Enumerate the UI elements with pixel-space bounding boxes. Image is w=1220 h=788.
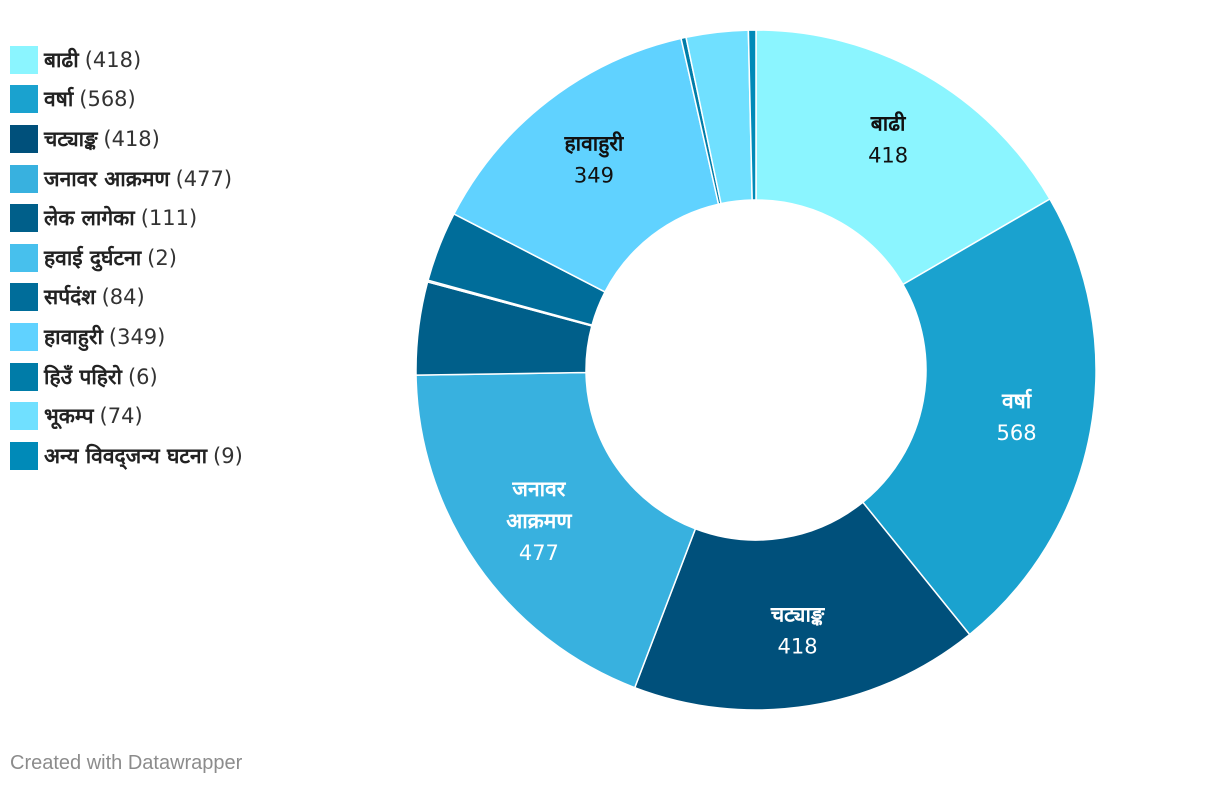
legend-swatch bbox=[10, 204, 38, 233]
legend: बाढी (418) वर्षा (568) चट्याङ्क (418) जनावर आक… bbox=[10, 40, 243, 476]
legend-swatch bbox=[10, 322, 38, 351]
slice-label: चट्याङ्क bbox=[770, 603, 826, 627]
legend-item: हावाहुरी (349) bbox=[10, 317, 243, 357]
slice-label: वर्षा bbox=[1001, 388, 1033, 413]
legend-value: (84) bbox=[101, 285, 145, 310]
legend-item: वर्षा (568) bbox=[10, 80, 243, 120]
legend-value: (418) bbox=[84, 47, 142, 72]
donut-slice bbox=[747, 29, 757, 201]
donut-slice bbox=[861, 197, 1097, 636]
slice-value-label: 568 bbox=[997, 421, 1037, 445]
legend-item: लेक लागेका (111) bbox=[10, 198, 243, 238]
legend-swatch bbox=[10, 283, 38, 312]
legend-value: (6) bbox=[127, 364, 158, 389]
slice-label: बाढी bbox=[870, 110, 907, 135]
legend-label: चट्याङ्क bbox=[44, 126, 98, 151]
legend-item: जनावर आक्रमण (477) bbox=[10, 159, 243, 199]
donut-slice bbox=[633, 501, 971, 711]
datawrapper-credit[interactable]: Created with Datawrapper bbox=[10, 752, 243, 774]
legend-swatch bbox=[10, 243, 38, 272]
legend-value: (477) bbox=[175, 166, 233, 191]
legend-swatch bbox=[10, 441, 38, 470]
legend-value: (74) bbox=[99, 404, 143, 429]
legend-swatch bbox=[10, 164, 38, 193]
slice-label: हावाहुरी bbox=[563, 130, 624, 158]
legend-value: (568) bbox=[79, 87, 136, 112]
legend-value: (111) bbox=[140, 206, 198, 231]
legend-item: भूकम्प (74) bbox=[10, 396, 243, 436]
legend-label: सर्पदंश bbox=[44, 285, 96, 310]
legend-label: अन्य विवद्जन्य घटना bbox=[44, 443, 208, 468]
legend-label: हिउँ पहिरो bbox=[44, 364, 122, 389]
legend-item: सर्पदंश (84) bbox=[10, 278, 243, 318]
slice-label: आक्रमण bbox=[506, 509, 572, 533]
legend-swatch bbox=[10, 124, 38, 153]
legend-label: लेक लागेका bbox=[44, 206, 135, 231]
donut-slice bbox=[415, 371, 697, 689]
legend-label: जनावर आक्रमण bbox=[44, 166, 170, 191]
legend-item: बाढी (418) bbox=[10, 40, 243, 80]
donut-slice bbox=[452, 37, 720, 293]
legend-item: चट्याङ्क (418) bbox=[10, 119, 243, 159]
legend-label: हवाई दुर्घटना bbox=[44, 245, 142, 270]
slice-value-label: 418 bbox=[777, 635, 817, 659]
legend-value: (349) bbox=[108, 324, 166, 349]
legend-swatch bbox=[10, 45, 38, 74]
legend-value: (2) bbox=[147, 245, 177, 270]
legend-label: भूकम्प bbox=[44, 404, 94, 429]
donut-slice bbox=[755, 29, 1051, 286]
legend-item: हिउँ पहिरो (6) bbox=[10, 357, 243, 397]
legend-item: हवाई दुर्घटना (2) bbox=[10, 238, 243, 278]
legend-label: हावाहुरी bbox=[44, 324, 103, 349]
slice-label: जनावर bbox=[511, 477, 566, 501]
legend-swatch bbox=[10, 362, 38, 391]
slice-value-label: 349 bbox=[574, 163, 614, 187]
slice-value-label: 477 bbox=[519, 541, 559, 565]
slice-value-label: 418 bbox=[868, 143, 908, 167]
legend-item: अन्य विवद्जन्य घटना (9) bbox=[10, 436, 243, 476]
legend-label: वर्षा bbox=[44, 87, 74, 112]
legend-swatch bbox=[10, 402, 38, 431]
legend-value: (9) bbox=[213, 443, 243, 468]
legend-label: बाढी bbox=[44, 47, 79, 72]
legend-swatch bbox=[10, 85, 38, 114]
legend-value: (418) bbox=[103, 126, 160, 151]
